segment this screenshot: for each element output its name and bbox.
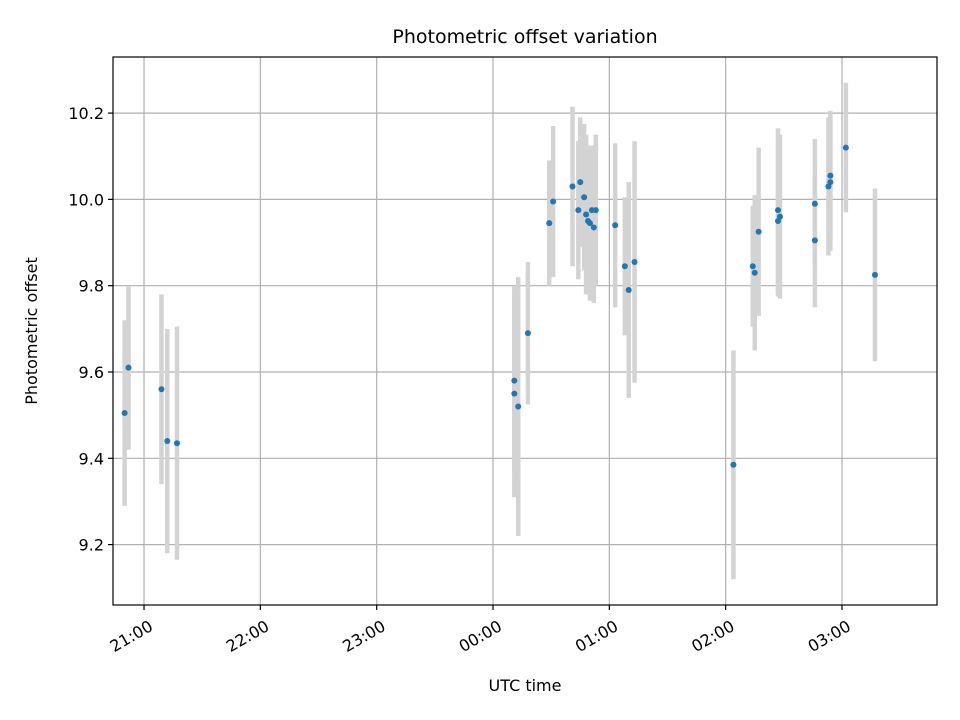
data-point xyxy=(586,220,593,227)
data-point xyxy=(776,213,783,220)
data-point xyxy=(121,409,128,416)
data-point xyxy=(590,224,597,231)
chart-title: Photometric offset variation xyxy=(392,26,657,48)
y-tick-label: 9.8 xyxy=(79,277,104,296)
data-point xyxy=(625,287,632,294)
x-axis-label: UTC time xyxy=(489,676,562,695)
data-point xyxy=(827,179,834,186)
data-point xyxy=(592,207,599,214)
data-point xyxy=(581,194,588,201)
data-point xyxy=(749,263,756,270)
y-axis-label: Photometric offset xyxy=(22,257,41,405)
data-point xyxy=(575,207,582,214)
data-point xyxy=(550,198,557,205)
y-axis-ticks: 9.2 9.4 9.6 9.8 10.0 10.2 xyxy=(68,104,113,555)
data-point xyxy=(158,386,165,393)
y-tick-label: 10.0 xyxy=(68,190,104,209)
data-point xyxy=(775,207,782,214)
data-point xyxy=(621,263,628,270)
data-point xyxy=(511,390,518,397)
data-point xyxy=(577,179,584,186)
data-point xyxy=(569,183,576,190)
data-point xyxy=(164,438,171,445)
data-point xyxy=(173,440,180,447)
grid xyxy=(113,57,937,605)
data-point xyxy=(811,237,818,244)
data-point xyxy=(546,220,553,227)
data-point xyxy=(755,228,762,235)
data-point xyxy=(842,144,849,151)
data-points xyxy=(121,144,878,468)
data-point xyxy=(511,377,518,384)
data-point xyxy=(524,330,531,337)
data-point xyxy=(125,364,132,371)
data-point xyxy=(827,172,834,179)
y-tick-label: 10.2 xyxy=(68,104,104,123)
data-point xyxy=(583,211,590,218)
y-tick-label: 9.2 xyxy=(79,536,104,555)
data-point xyxy=(612,222,619,229)
data-point xyxy=(811,200,818,207)
y-tick-label: 9.4 xyxy=(79,449,104,468)
data-point xyxy=(871,271,878,278)
data-point xyxy=(730,461,737,468)
plot-frame xyxy=(112,56,938,606)
data-point xyxy=(515,403,522,410)
data-point xyxy=(751,269,758,276)
data-point xyxy=(631,258,638,265)
y-tick-label: 9.6 xyxy=(79,363,104,382)
